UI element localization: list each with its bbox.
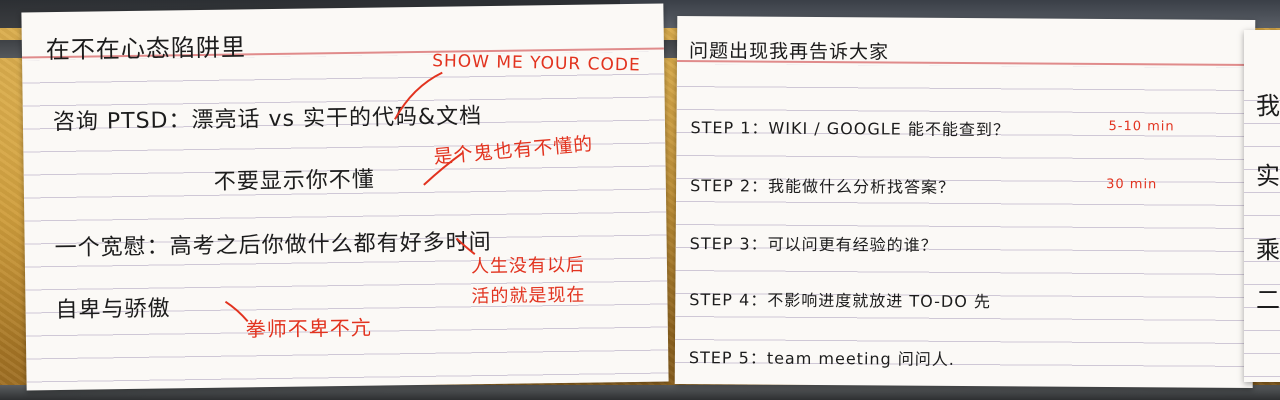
- step-4: STEP 4：不影响进度就放进 TO-DO 先: [689, 290, 992, 312]
- index-card-left: 在不在心态陷阱里 咨询 PTSD：漂亮话 vs 实干的代码&文档 不要显示你不懂…: [21, 3, 669, 391]
- edge-char-3: 乘: [1256, 236, 1280, 264]
- step-3: STEP 3：可以问更有经验的谁？: [689, 234, 938, 255]
- card-ruled-lines: [1244, 78, 1280, 382]
- step-5: STEP 5：team meeting 问问人.: [688, 348, 955, 369]
- card-ruled-lines: [674, 63, 1255, 389]
- time-note-step-2: 30 min: [1106, 176, 1158, 193]
- step-2: STEP 2：我能做什么分析找答案？: [690, 176, 956, 197]
- edge-char-1: 我: [1256, 92, 1280, 120]
- step-1: STEP 1：WIKI / GOOGLE 能不能查到？: [690, 118, 1010, 140]
- edge-char-2: 实: [1256, 162, 1280, 190]
- index-card-edge: 我 实 乘 二: [1244, 30, 1280, 382]
- card-right-title: 问题出现我再告诉大家: [688, 40, 890, 64]
- index-card-right: 问题出现我再告诉大家 STEP 1：WIKI / GOOGLE 能不能查到？ S…: [674, 15, 1256, 389]
- red-connector-strokes: [224, 71, 476, 323]
- desk-edge: [0, 385, 1280, 400]
- edge-char-4: 二: [1256, 286, 1280, 314]
- time-note-step-1: 5-10 min: [1108, 119, 1175, 135]
